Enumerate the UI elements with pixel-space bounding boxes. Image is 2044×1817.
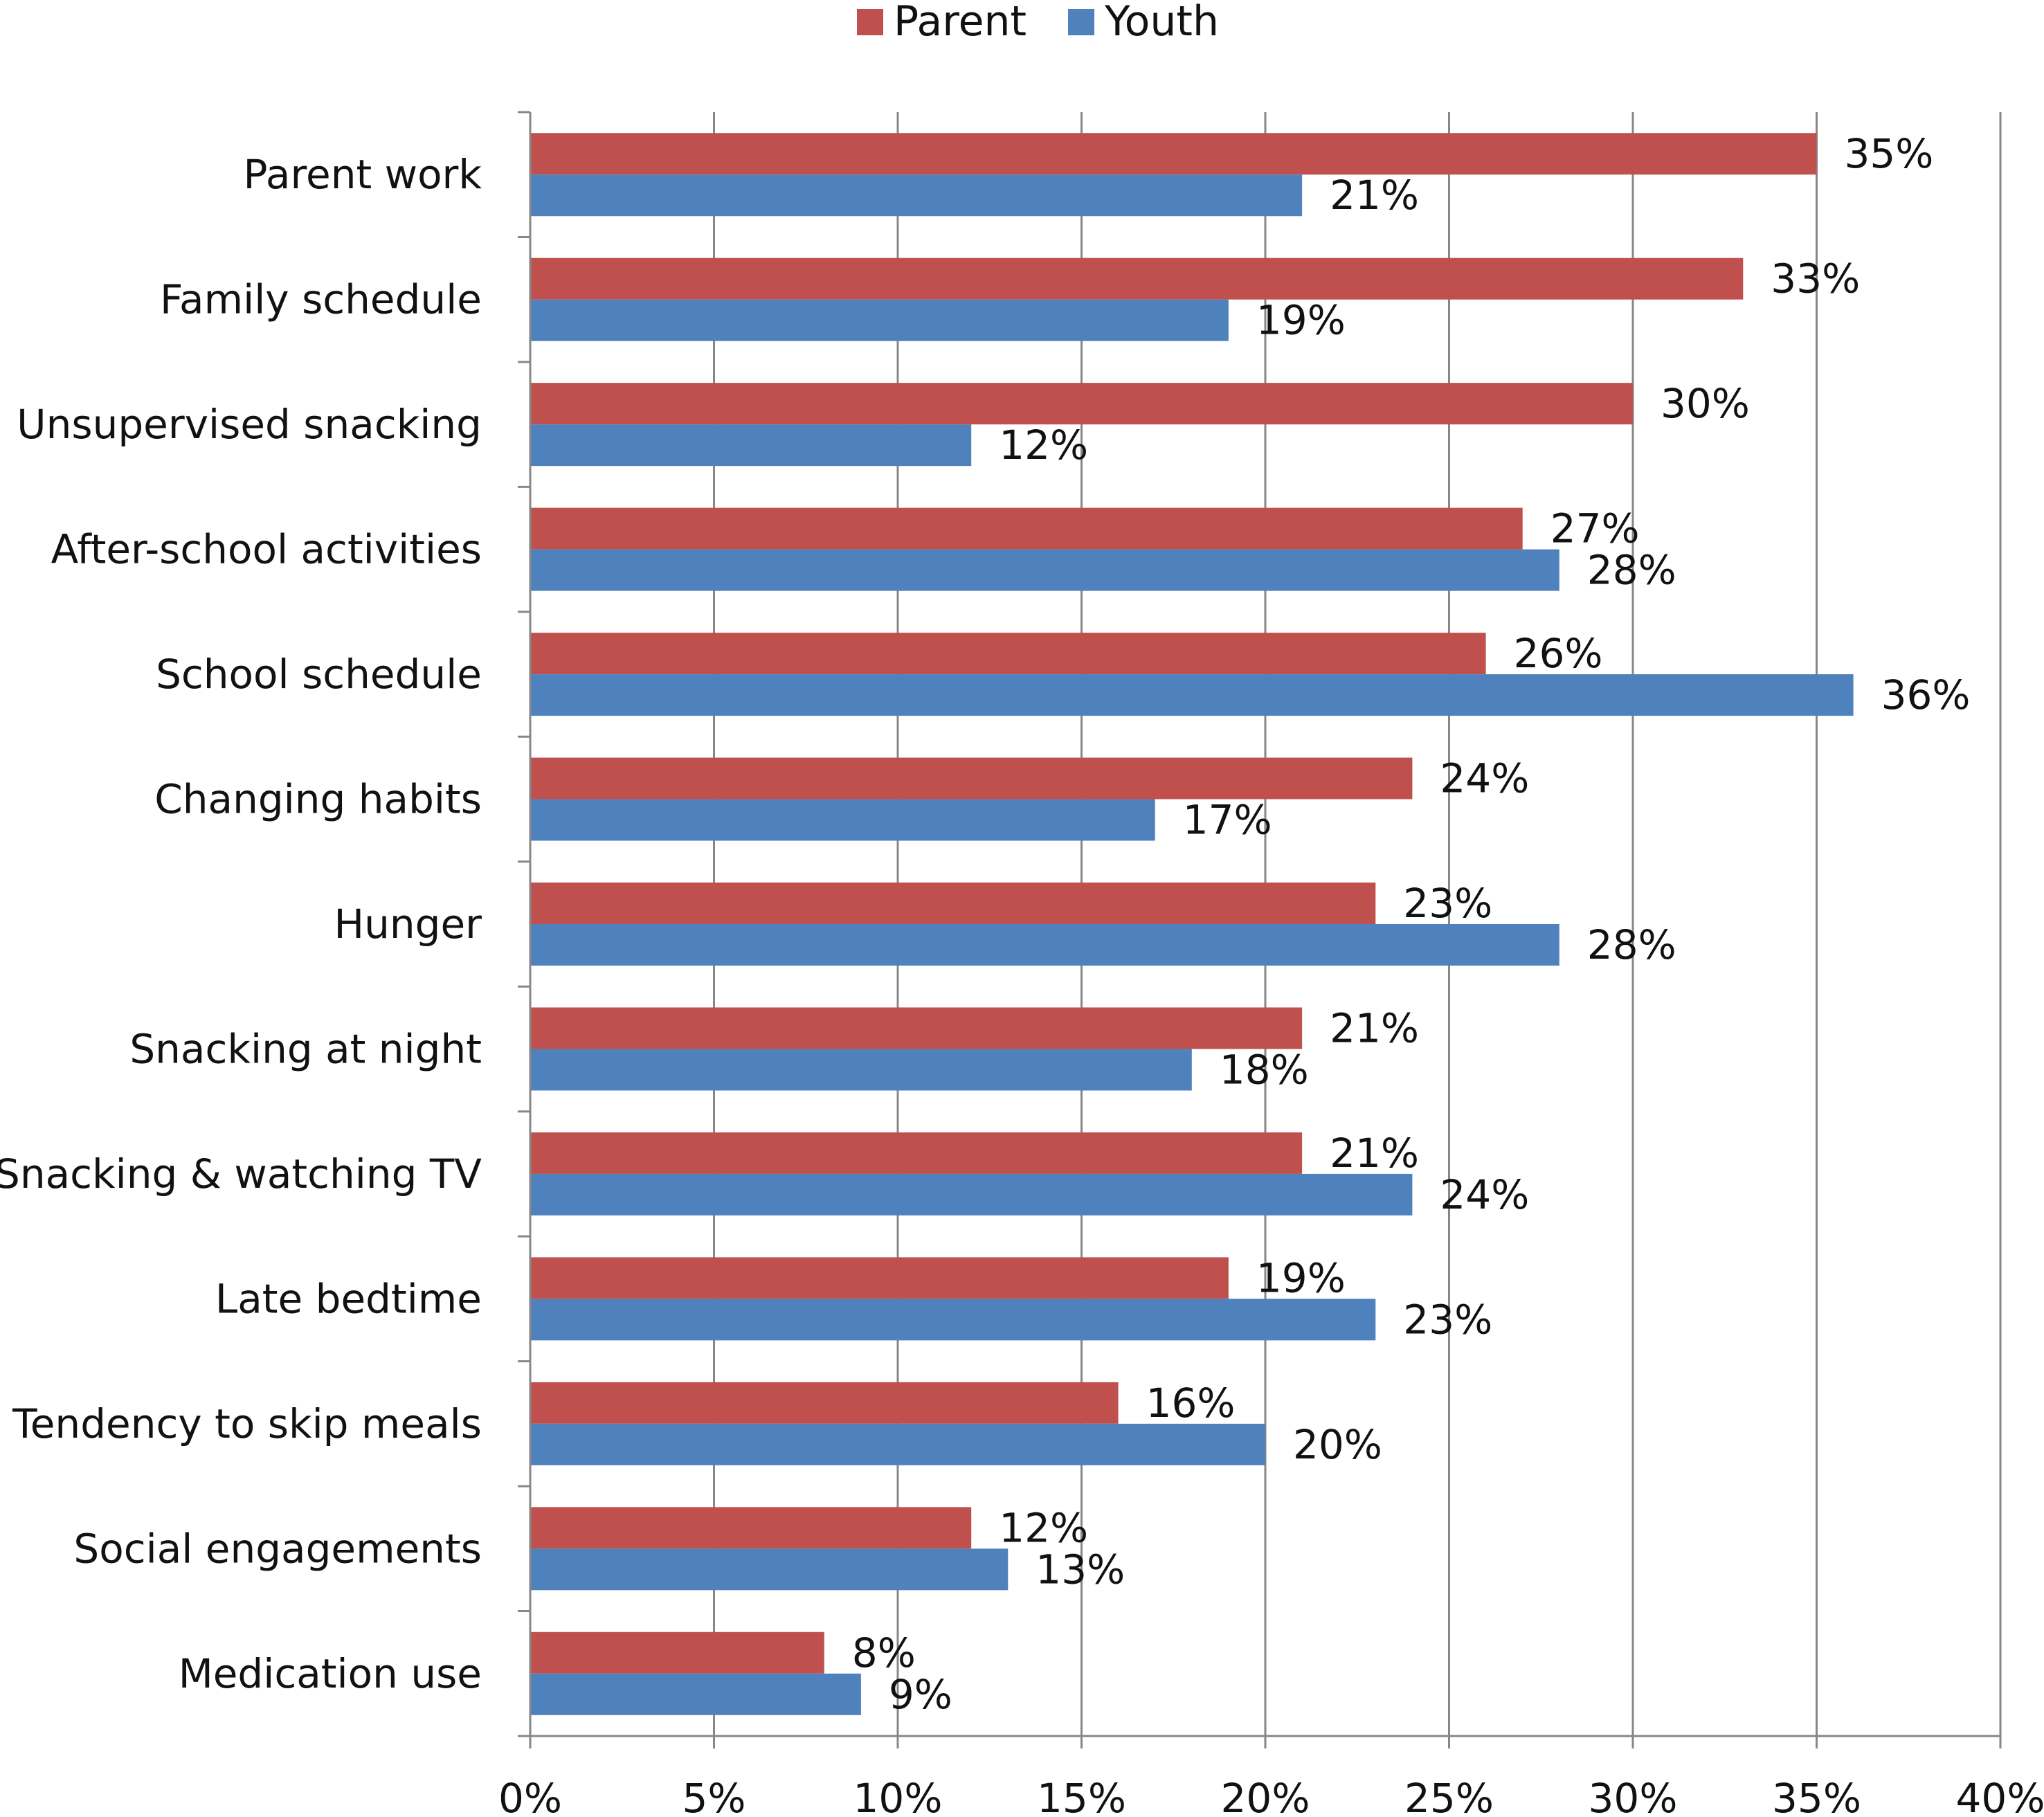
bar-youth [530, 674, 1854, 716]
bar-parent [530, 507, 1523, 550]
bar-parent [530, 1507, 972, 1549]
data-label-youth: 20% [1293, 1421, 1382, 1468]
x-tick-label: 15% [1037, 1775, 1126, 1817]
bar-youth [530, 1299, 1376, 1341]
data-label-parent: 30% [1661, 380, 1750, 427]
data-label-youth: 18% [1220, 1046, 1309, 1093]
bar-youth [530, 549, 1559, 591]
data-label-youth: 28% [1587, 547, 1676, 594]
data-label-parent: 33% [1771, 255, 1860, 302]
bar-parent [530, 1631, 824, 1674]
bar-parent [530, 1007, 1303, 1049]
data-label-youth: 9% [889, 1671, 952, 1718]
category-label: Snacking & watching TV [0, 1150, 482, 1197]
legend-swatch-parent [857, 9, 883, 35]
data-label-youth: 23% [1403, 1296, 1492, 1343]
data-label-youth: 12% [999, 422, 1088, 469]
category-label: School schedule [156, 651, 482, 698]
x-tick-label: 10% [853, 1775, 943, 1817]
data-label-parent: 27% [1550, 505, 1640, 552]
bar-parent [530, 1257, 1229, 1299]
data-label-parent: 23% [1403, 880, 1492, 927]
category-label: Changing habits [154, 776, 482, 823]
data-label-youth: 17% [1183, 797, 1272, 844]
data-label-parent: 12% [999, 1504, 1088, 1551]
data-label-youth: 36% [1881, 671, 1971, 718]
x-tick-label: 35% [1772, 1775, 1861, 1817]
data-label-youth: 28% [1587, 921, 1676, 968]
data-label-parent: 24% [1440, 755, 1529, 802]
bar-parent [530, 383, 1633, 425]
bar-youth [530, 1423, 1265, 1465]
data-label-youth: 13% [1035, 1546, 1125, 1593]
x-tick-label: 5% [682, 1775, 745, 1817]
data-label-parent: 26% [1514, 630, 1603, 677]
labels: 35% 21% Parent work 33% 19% Family schedule 30… [0, 130, 2044, 1817]
category-label: Hunger [334, 901, 482, 948]
bar-youth [530, 299, 1229, 341]
category-label: Family schedule [160, 276, 482, 323]
legend-label-parent: Parent [894, 0, 1026, 46]
data-label-parent: 16% [1146, 1380, 1236, 1427]
bar-parent [530, 133, 1817, 175]
bar-youth [530, 1173, 1413, 1215]
data-label-parent: 8% [852, 1629, 916, 1676]
x-tick-label: 40% [1956, 1775, 2044, 1817]
bar-parent [530, 1132, 1303, 1174]
category-label: After-school activities [51, 526, 482, 573]
legend-swatch-youth [1068, 9, 1094, 35]
x-tick-label: 30% [1589, 1775, 1678, 1817]
data-label-parent: 21% [1330, 1130, 1419, 1177]
category-label: Parent work [244, 151, 482, 198]
category-label: Social engagements [73, 1525, 482, 1572]
legend-label-youth: Youth [1104, 0, 1219, 46]
data-label-parent: 35% [1845, 130, 1934, 177]
bar-youth [530, 1673, 861, 1715]
bar-parent [530, 1382, 1119, 1424]
legend: Parent Youth [857, 0, 1219, 46]
bar-parent [530, 633, 1486, 675]
bar-youth [530, 1049, 1192, 1091]
data-label-parent: 19% [1256, 1254, 1346, 1301]
bar-youth [530, 174, 1303, 217]
category-label: Tendency to skip meals [12, 1400, 482, 1447]
data-label-youth: 21% [1330, 172, 1419, 219]
bar-youth [530, 799, 1155, 841]
bar-parent [530, 883, 1376, 924]
data-label-parent: 21% [1330, 1004, 1419, 1051]
x-tick-label: 20% [1221, 1775, 1310, 1817]
bar-youth [530, 424, 972, 467]
category-label: Late bedtime [215, 1275, 482, 1322]
x-tick-label: 0% [498, 1775, 562, 1817]
category-label: Medication use [179, 1650, 482, 1697]
category-label: Unsupervised snacking [17, 401, 482, 448]
axes [518, 111, 2002, 1748]
bar-parent [530, 257, 1744, 300]
bar-parent [530, 757, 1413, 799]
data-label-youth: 24% [1440, 1171, 1529, 1218]
x-tick-label: 25% [1404, 1775, 1494, 1817]
bar-youth [530, 1548, 1009, 1591]
data-label-youth: 19% [1256, 297, 1346, 344]
category-label: Snacking at night [129, 1025, 482, 1072]
bars [530, 133, 1854, 1715]
bar-youth [530, 924, 1559, 966]
